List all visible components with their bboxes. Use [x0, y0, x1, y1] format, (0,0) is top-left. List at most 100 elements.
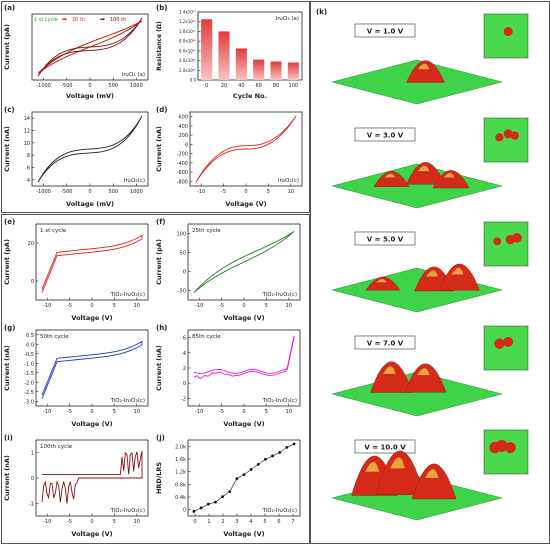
- y-tick-label: 0: [183, 270, 186, 276]
- peak-highlight: [417, 367, 430, 376]
- inset-spot: [494, 338, 505, 349]
- panel-letter: (e): [4, 218, 15, 226]
- x-axis-label: Voltage (V): [71, 314, 112, 322]
- iv-curve: [37, 20, 143, 74]
- surface-peak: [439, 263, 480, 291]
- x-tick-label: -10: [43, 303, 51, 309]
- inset-spot: [503, 27, 513, 37]
- panel-c: (c) Voltage (mV) Current (nA) In₂O₃(c) -1000…: [3, 106, 149, 208]
- panel-letter: (g): [4, 324, 15, 332]
- y-tick-label: 600: [178, 115, 188, 121]
- x-tick-label: 4: [249, 519, 252, 525]
- x-tick-label: 0: [242, 409, 245, 415]
- voltage-label: V = 1.0 V: [367, 28, 404, 36]
- inset-map: [483, 325, 529, 371]
- legend-entry: 100 th: [110, 17, 126, 23]
- data-point: [221, 495, 224, 499]
- data-point: [292, 442, 296, 446]
- x-tick-label: 0: [244, 189, 247, 195]
- material-label: In₂O₃(c): [124, 178, 145, 184]
- y-tick-label: -200: [177, 152, 188, 158]
- x-tick-label: -10: [195, 303, 203, 309]
- x-tick-label: 100: [289, 83, 299, 89]
- voltage-label-box: [354, 23, 416, 38]
- voltage-label-box: [354, 127, 416, 142]
- panel-letter: (f): [156, 218, 165, 226]
- data-point: [249, 468, 253, 471]
- material-label: TiO₂-In₂O₃(c): [262, 292, 297, 298]
- data-point: [214, 500, 217, 504]
- x-tick-label: -1000: [36, 83, 51, 89]
- y-axis-label: Current (nA): [155, 345, 163, 391]
- x-tick-label: -500: [61, 189, 72, 195]
- x-axis-label: Voltage (V): [223, 530, 264, 538]
- surface-peak: [373, 171, 410, 187]
- x-tick-label: 1000: [130, 189, 143, 195]
- material-label: TiO₂-In₂O₃(c): [262, 398, 297, 404]
- x-tick-label: 0: [242, 303, 245, 309]
- data-point: [256, 463, 260, 466]
- x-tick-label: -5: [221, 189, 226, 195]
- y-tick-label: 0: [31, 279, 34, 285]
- y-tick-label: 14: [24, 116, 30, 122]
- surface-peak: [432, 170, 470, 189]
- y-tick-label: 0.8k: [175, 482, 186, 488]
- y-tick-label: 8.0x10¹⁰: [179, 39, 196, 44]
- x-tick-label: 5: [265, 303, 268, 309]
- y-tick-label: -0.5: [24, 352, 34, 358]
- x-tick-label: 5: [263, 519, 266, 525]
- panel-k: (k) V = 1.0 V V = 3.0 V V = 5.0 V V = 7.0 V V…: [316, 8, 529, 521]
- x-tick-label: 5: [113, 409, 116, 415]
- y-axis-label: Current (nA): [155, 126, 163, 172]
- inset-map: [483, 221, 529, 267]
- inset-spot: [510, 131, 519, 140]
- surface-peak: [411, 463, 457, 500]
- x-tick-label: -5: [67, 303, 72, 309]
- y-tick-label: 0: [183, 508, 186, 514]
- inset-spot: [505, 442, 516, 453]
- x-tick-label: 0: [90, 303, 93, 309]
- legend-arrow: ➡: [62, 16, 67, 23]
- surface-peak: [404, 363, 447, 393]
- cycle-label: 100th cycle: [40, 444, 73, 450]
- y-tick-label: -2.5: [24, 390, 34, 396]
- x-tick-label: 3: [235, 519, 238, 525]
- voltage-label-box: [354, 335, 416, 350]
- x-axis-label: Voltage (mV): [66, 200, 114, 208]
- data-point: [206, 502, 210, 506]
- inset-spot: [503, 336, 514, 347]
- x-tick-label: -1000: [36, 189, 51, 195]
- inset-map: [483, 13, 529, 59]
- cycle-label: 25th cycle: [192, 228, 221, 234]
- legend-entry: 1 st cycle: [34, 17, 58, 23]
- x-tick-label: 0: [90, 409, 93, 415]
- x-axis-label: Voltage (V): [71, 530, 112, 538]
- x-tick-label: -5: [67, 519, 72, 525]
- x-tick-label: 5: [265, 409, 268, 415]
- y-tick-label: 4.0x10¹⁰: [179, 58, 196, 63]
- peak-highlight: [383, 366, 396, 375]
- material-label: In₂O₃ (a): [122, 72, 145, 78]
- panel-letter: (i): [4, 434, 13, 442]
- y-tick-label: 2: [183, 366, 186, 372]
- material-label: TiO₂-In₂O₃(c): [110, 398, 145, 404]
- x-tick-label: 500: [108, 189, 118, 195]
- inset-spot: [503, 129, 513, 139]
- x-tick-label: 10: [134, 519, 140, 525]
- y-axis-label: Current (nA): [3, 345, 11, 391]
- y-tick-label: 200: [178, 133, 188, 139]
- bar: [235, 48, 247, 80]
- panel-letter: (j): [156, 434, 165, 442]
- y-tick-label: 0: [183, 381, 186, 387]
- data-point: [264, 457, 267, 461]
- peak-highlight: [425, 469, 439, 478]
- peak-highlight: [376, 278, 387, 283]
- y-tick-label: 0: [185, 142, 188, 148]
- y-axis-label: Current (pA): [155, 239, 163, 285]
- panel-d: (d) Voltage (V) Current (nA) In₂O₃(c) -10 -5 0…: [155, 106, 303, 208]
- peak-highlight: [426, 270, 438, 277]
- legend-entry: 20 th: [72, 17, 85, 23]
- iv-curve: [37, 115, 143, 183]
- inset-spot: [512, 233, 522, 243]
- x-tick-label: -5: [219, 409, 224, 415]
